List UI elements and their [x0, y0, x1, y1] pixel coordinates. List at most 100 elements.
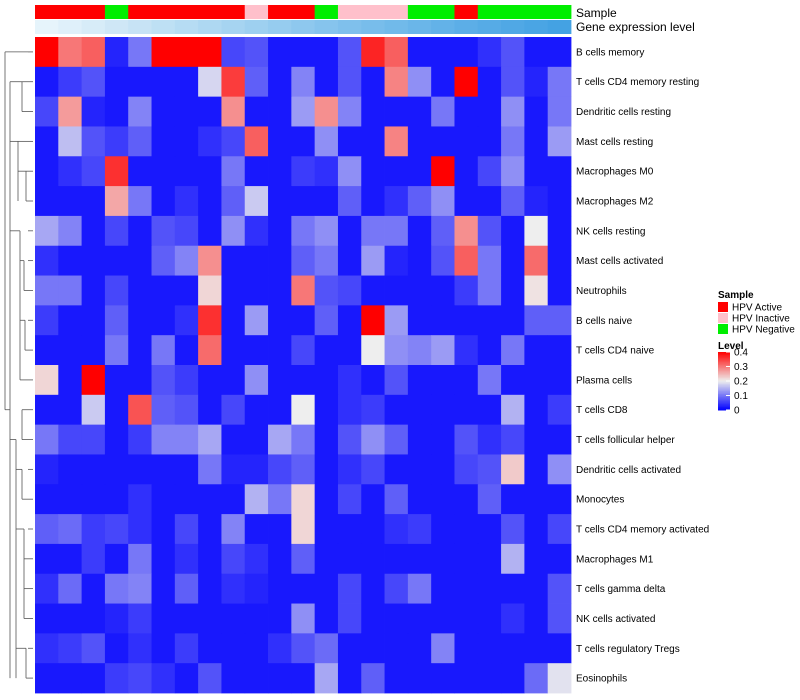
heatmap-cell	[35, 365, 59, 396]
heatmap-cell	[477, 663, 502, 694]
heatmap-cell	[477, 573, 502, 604]
heatmap-cell	[501, 215, 525, 247]
heatmap-cell	[431, 543, 455, 575]
level-legend-gradient-step	[718, 352, 730, 354]
heatmap-cell	[221, 394, 246, 426]
heatmap-cell	[58, 245, 83, 276]
heatmap-cell	[314, 454, 339, 485]
heatmap-cell	[361, 424, 385, 455]
heatmap-cell	[501, 156, 525, 187]
heatmap-cell	[524, 96, 549, 127]
level-legend-gradient-step	[718, 363, 730, 366]
heatmap-cell	[244, 126, 269, 157]
heatmap-cell	[291, 156, 316, 187]
heatmap-cell	[81, 66, 106, 98]
heatmap-cell	[454, 37, 479, 68]
heatmap-cell	[454, 335, 479, 366]
heatmap-cell	[407, 215, 432, 247]
heatmap-cell	[291, 663, 316, 694]
heatmap-cell	[524, 365, 549, 396]
heatmap-cell	[128, 335, 152, 366]
heatmap-cell	[431, 305, 455, 336]
heatmap-cell	[291, 186, 316, 217]
heatmap-cell	[128, 514, 152, 545]
heatmap-cell	[58, 275, 83, 306]
heatmap-cell	[314, 156, 339, 187]
heatmap-cell	[547, 66, 572, 98]
heatmap-cell	[431, 335, 455, 366]
heatmap-cell	[58, 573, 83, 604]
heatmap-cell	[501, 394, 525, 426]
heatmap-cell	[454, 156, 479, 187]
heatmap-cell	[384, 275, 409, 306]
heatmap-cell	[407, 484, 432, 515]
heatmap-cell	[174, 66, 199, 98]
heatmap-cell	[35, 126, 59, 157]
heatmap-cell	[337, 573, 362, 604]
heatmap-cell	[524, 37, 549, 68]
heatmap-cell	[407, 603, 432, 634]
heatmap-cell	[35, 633, 59, 664]
heatmap-cell	[407, 365, 432, 396]
heatmap-cell	[244, 633, 269, 664]
heatmap-cell	[81, 96, 106, 127]
expression-annotation-cell	[361, 20, 385, 34]
heatmap-cell	[174, 603, 199, 634]
expression-annotation-cell	[221, 20, 246, 34]
heatmap-cell	[198, 215, 222, 247]
heatmap-cell	[501, 454, 525, 485]
sample-annotation-cell	[244, 5, 269, 19]
heatmap-cell	[337, 394, 362, 426]
heatmap-cell	[35, 394, 59, 426]
heatmap-cell	[454, 215, 479, 247]
heatmap-cell	[337, 365, 362, 396]
heatmap-cell	[547, 454, 572, 485]
heatmap-cell	[547, 156, 572, 187]
heatmap-cell	[221, 275, 246, 306]
heatmap-cell	[221, 96, 246, 127]
heatmap-cell	[547, 186, 572, 217]
expression-annotation-cell	[431, 20, 455, 34]
heatmap-cell	[174, 37, 199, 68]
heatmap-cell	[128, 484, 152, 515]
heatmap-cell	[384, 335, 409, 366]
heatmap-cell	[361, 454, 385, 485]
heatmap-cell	[477, 66, 502, 98]
heatmap-cell	[198, 305, 222, 336]
heatmap-cell	[198, 484, 222, 515]
heatmap-cell	[35, 514, 59, 545]
row-dendrogram	[4, 51, 33, 679]
heatmap-cell	[35, 305, 59, 336]
row-label: Macrophages M2	[576, 197, 654, 208]
row-label: T cells CD4 memory resting	[576, 77, 699, 88]
heatmap-cell	[454, 96, 479, 127]
level-legend-tick-label: 0.1	[734, 391, 748, 402]
heatmap-cell	[291, 573, 316, 604]
heatmap-cell	[524, 275, 549, 306]
heatmap-cell	[407, 66, 432, 98]
heatmap-cell	[524, 126, 549, 157]
heatmap-cell	[291, 66, 316, 98]
heatmap-cell	[81, 126, 106, 157]
heatmap-cell	[244, 543, 269, 575]
heatmap-cell	[221, 215, 246, 247]
level-legend-gradient-step	[718, 402, 730, 405]
heatmap-cell	[384, 215, 409, 247]
heatmap-cell	[384, 663, 409, 694]
heatmap-cell	[501, 573, 525, 604]
heatmap-cell	[454, 394, 479, 426]
heatmap-cell	[547, 96, 572, 127]
heatmap-cell	[104, 186, 129, 217]
heatmap-cell	[524, 156, 549, 187]
heatmap-cell	[407, 454, 432, 485]
heatmap-cell	[244, 156, 269, 187]
sample-annotation-cell	[35, 5, 59, 19]
sample-annotation-cell	[454, 5, 479, 19]
level-legend-title: Level	[718, 341, 744, 352]
heatmap-cell	[454, 573, 479, 604]
heatmap-cell	[501, 275, 525, 306]
heatmap-cell	[151, 633, 176, 664]
heatmap-cell	[198, 424, 222, 455]
heatmap-cell	[81, 215, 106, 247]
heatmap-cell	[58, 126, 83, 157]
